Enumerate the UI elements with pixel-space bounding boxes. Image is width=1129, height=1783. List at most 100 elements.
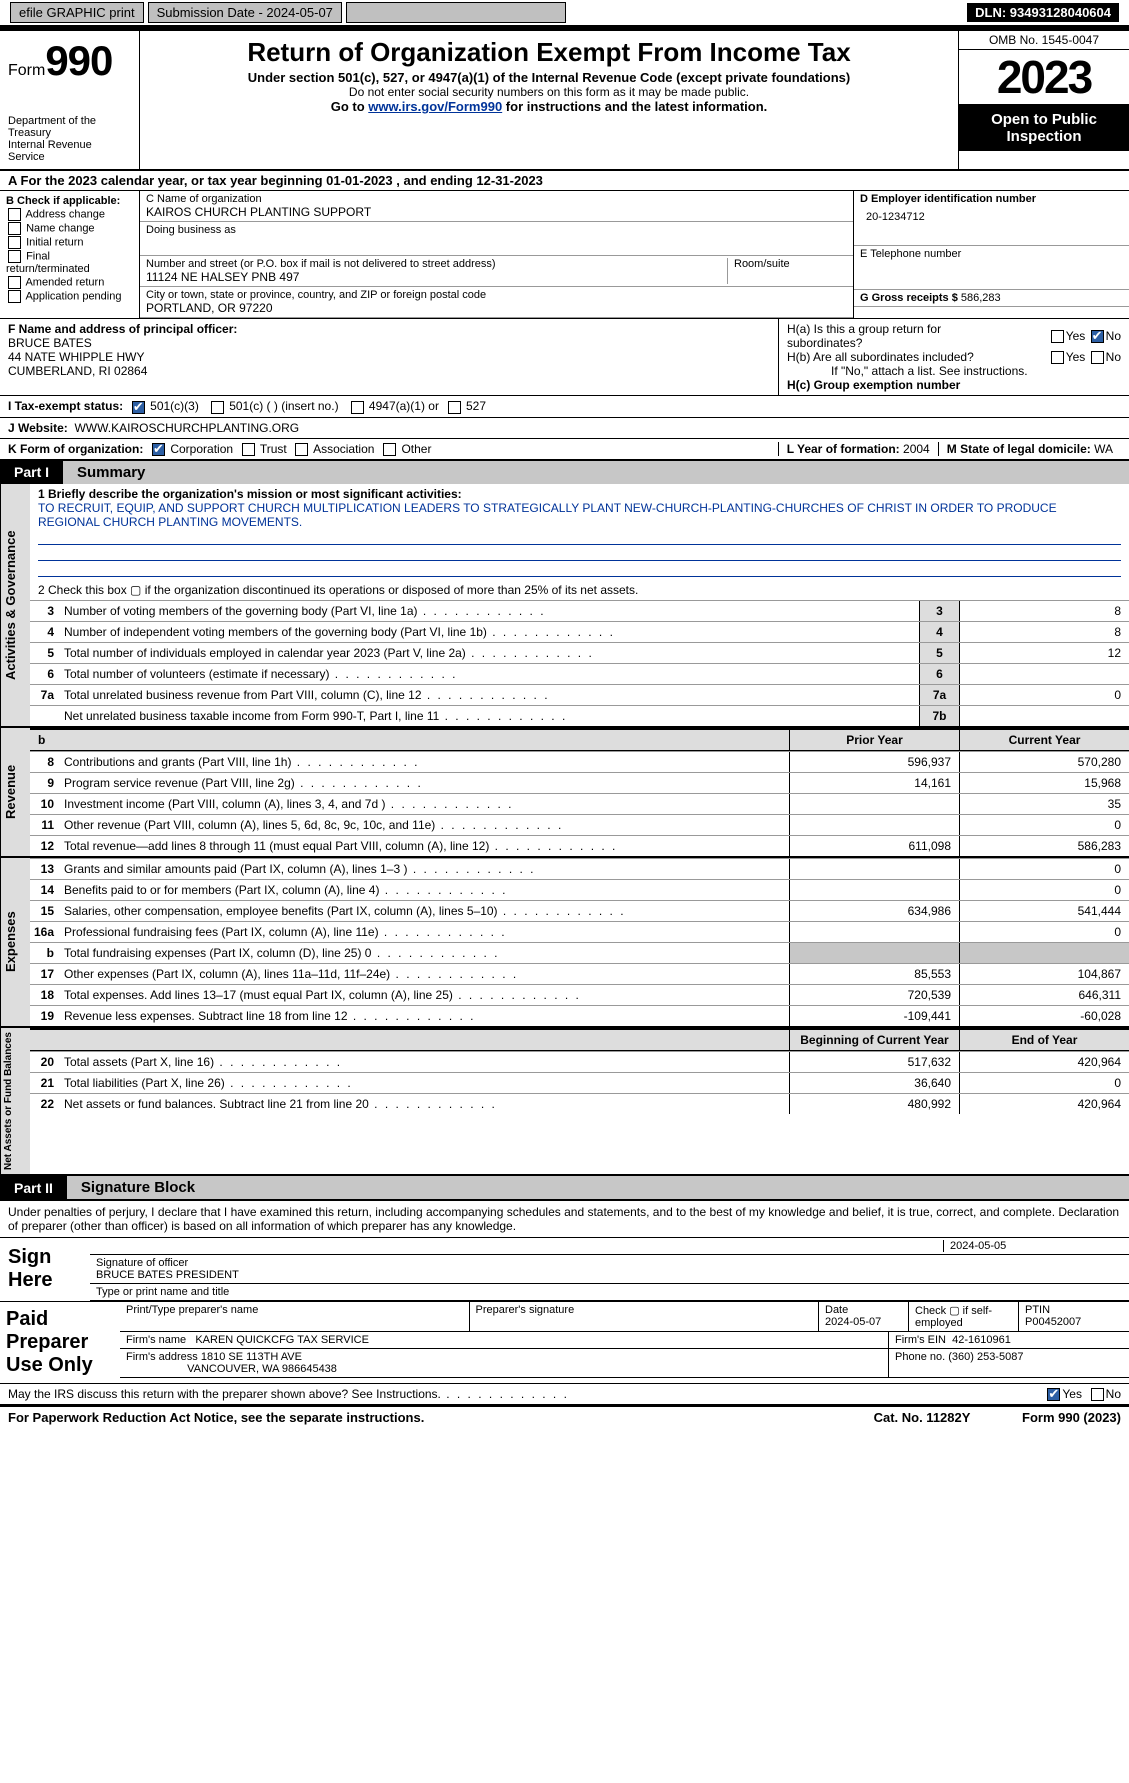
section-bcde: B Check if applicable: Address change Na… [0, 191, 1129, 319]
row-j: J Website: WWW.KAIROSCHURCHPLANTING.ORG [0, 418, 1129, 439]
table-row: 8Contributions and grants (Part VIII, li… [30, 751, 1129, 772]
year-header: b Prior YearCurrent Year [30, 728, 1129, 751]
part1-rev: Revenue b Prior YearCurrent Year 8Contri… [0, 728, 1129, 858]
hb-checkbox[interactable]: Yes No [1011, 350, 1121, 364]
cb-amended[interactable]: Amended return [6, 276, 133, 289]
cb-other[interactable]: Other [381, 442, 431, 456]
q1: 1 Briefly describe the organization's mi… [30, 484, 1129, 580]
self-employed-check[interactable]: Check ▢ if self-employed [909, 1302, 1019, 1331]
q2: 2 Check this box ▢ if the organization d… [30, 580, 1129, 600]
state-domicile: M State of legal domicile: WA [938, 442, 1121, 456]
firm-name: KAREN QUICKCFG TAX SERVICE [195, 1334, 369, 1346]
table-row: 11Other revenue (Part VIII, column (A), … [30, 814, 1129, 835]
cb-assoc[interactable]: Association [293, 442, 374, 456]
firm-addr2: VANCOUVER, WA 986645438 [187, 1363, 337, 1375]
cb-initial-return[interactable]: Initial return [6, 236, 133, 249]
table-row: 20Total assets (Part X, line 16)517,6324… [30, 1051, 1129, 1072]
website: WWW.KAIROSCHURCHPLANTING.ORG [74, 421, 299, 435]
submission-date-button[interactable]: Submission Date - 2024-05-07 [148, 2, 342, 23]
form-title: Return of Organization Exempt From Incom… [146, 37, 952, 68]
table-row: 15Salaries, other compensation, employee… [30, 900, 1129, 921]
row-klm: K Form of organization: Corporation Trus… [0, 439, 1129, 461]
cb-address-change[interactable]: Address change [6, 208, 133, 221]
table-row: 21Total liabilities (Part X, line 26)36,… [30, 1072, 1129, 1093]
discuss-yes-no[interactable]: Yes No [1045, 1387, 1121, 1401]
subtitle-3: Go to www.irs.gov/Form990 for instructio… [146, 99, 952, 114]
table-row: Net unrelated business taxable income fr… [30, 705, 1129, 726]
firm-addr1: 1810 SE 113TH AVE [201, 1351, 302, 1363]
discuss-question: May the IRS discuss this return with the… [8, 1387, 1045, 1401]
street-address: 11124 NE HALSEY PNB 497 [146, 270, 727, 284]
table-row: 5Total number of individuals employed in… [30, 642, 1129, 663]
subtitle-1: Under section 501(c), 527, or 4947(a)(1)… [146, 70, 952, 85]
ein: 20-1234712 [860, 205, 1123, 229]
part1-na: Net Assets or Fund Balances Beginning of… [0, 1028, 1129, 1176]
part1-ag: Activities & Governance 1 Briefly descri… [0, 484, 1129, 728]
cb-corp[interactable]: Corporation [150, 442, 233, 456]
cb-trust[interactable]: Trust [240, 442, 287, 456]
ptin: P00452007 [1025, 1316, 1081, 1328]
part1-header: Part ISummary [0, 461, 1129, 484]
table-row: 17Other expenses (Part IX, column (A), l… [30, 963, 1129, 984]
efile-print-button[interactable]: efile GRAPHIC print [10, 2, 144, 23]
row-a-period: A For the 2023 calendar year, or tax yea… [0, 171, 1129, 191]
subtitle-2: Do not enter social security numbers on … [146, 85, 952, 99]
table-row: 14Benefits paid to or for members (Part … [30, 879, 1129, 900]
table-row: 4Number of independent voting members of… [30, 621, 1129, 642]
mission-text: TO RECRUIT, EQUIP, AND SUPPORT CHURCH MU… [38, 501, 1057, 529]
column-b: B Check if applicable: Address change Na… [0, 191, 140, 318]
table-row: bTotal fundraising expenses (Part IX, co… [30, 942, 1129, 963]
prep-date: 2024-05-07 [825, 1316, 881, 1328]
table-row: 7aTotal unrelated business revenue from … [30, 684, 1129, 705]
year-formation: L Year of formation: 2004 [778, 442, 938, 456]
cb-final-return[interactable]: Final return/terminated [6, 250, 133, 275]
cb-527[interactable]: 527 [446, 399, 486, 413]
part2-header: Part IISignature Block [0, 1176, 1129, 1199]
blank-button[interactable] [346, 2, 566, 23]
cb-name-change[interactable]: Name change [6, 222, 133, 235]
na-header: Beginning of Current YearEnd of Year [30, 1028, 1129, 1051]
omb-number: OMB No. 1545-0047 [959, 31, 1129, 50]
table-row: 3Number of voting members of the governi… [30, 600, 1129, 621]
table-row: 19Revenue less expenses. Subtract line 1… [30, 1005, 1129, 1026]
footer: For Paperwork Reduction Act Notice, see … [0, 1405, 1129, 1428]
cb-501c[interactable]: 501(c) ( ) (insert no.) [209, 399, 339, 413]
cb-application-pending[interactable]: Application pending [6, 290, 133, 303]
officer-name: BRUCE BATES [8, 336, 770, 350]
section-fh: F Name and address of principal officer:… [0, 319, 1129, 396]
irs-link[interactable]: www.irs.gov/Form990 [368, 99, 502, 114]
table-row: 22Net assets or fund balances. Subtract … [30, 1093, 1129, 1114]
officer-addr2: CUMBERLAND, RI 02864 [8, 364, 770, 378]
sign-here: Sign Here 2024-05-05 Signature of office… [0, 1237, 1129, 1301]
ha-checkbox[interactable]: Yes No [1011, 329, 1121, 343]
table-row: 6Total number of volunteers (estimate if… [30, 663, 1129, 684]
paid-preparer: Paid Preparer Use Only Print/Type prepar… [0, 1301, 1129, 1383]
top-toolbar: efile GRAPHIC print Submission Date - 20… [0, 0, 1129, 27]
form-header: Form990 Department of the Treasury Inter… [0, 31, 1129, 171]
table-row: 13Grants and similar amounts paid (Part … [30, 858, 1129, 879]
column-c: C Name of organizationKAIROS CHURCH PLAN… [140, 191, 854, 318]
row-i: I Tax-exempt status: 501(c)(3) 501(c) ( … [0, 396, 1129, 417]
table-row: 9Program service revenue (Part VIII, lin… [30, 772, 1129, 793]
table-row: 18Total expenses. Add lines 13–17 (must … [30, 984, 1129, 1005]
table-row: 16aProfessional fundraising fees (Part I… [30, 921, 1129, 942]
table-row: 10Investment income (Part VIII, column (… [30, 793, 1129, 814]
open-public: Open to Public Inspection [959, 105, 1129, 151]
form-number: Form990 [8, 37, 131, 85]
org-name: KAIROS CHURCH PLANTING SUPPORT [146, 205, 847, 219]
gross-receipts: 586,283 [961, 292, 1001, 304]
firm-phone: (360) 253-5087 [948, 1351, 1023, 1363]
declaration-text: Under penalties of perjury, I declare th… [0, 1199, 1129, 1237]
column-de: D Employer identification number20-12347… [854, 191, 1129, 318]
cb-501c3[interactable]: 501(c)(3) [130, 399, 199, 413]
officer-sig: BRUCE BATES PRESIDENT [96, 1269, 239, 1281]
cb-4947[interactable]: 4947(a)(1) or [349, 399, 439, 413]
table-row: 12Total revenue—add lines 8 through 11 (… [30, 835, 1129, 856]
firm-ein: 42-1610961 [952, 1334, 1011, 1346]
tax-year: 2023 [959, 50, 1129, 105]
dept-label: Department of the Treasury Internal Reve… [8, 115, 131, 163]
dln-label: DLN: 93493128040604 [967, 3, 1119, 22]
sign-date: 2024-05-05 [943, 1240, 1123, 1252]
city-state-zip: PORTLAND, OR 97220 [146, 301, 847, 315]
officer-addr1: 44 NATE WHIPPLE HWY [8, 350, 770, 364]
